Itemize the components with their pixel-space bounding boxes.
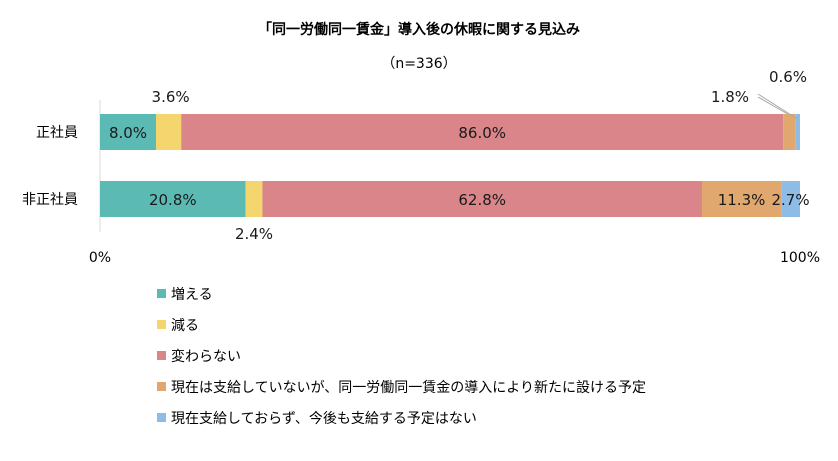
bar-segment [783, 114, 796, 150]
legend-swatch [157, 289, 166, 298]
data-label: 3.6% [152, 88, 190, 106]
bar-segment [181, 114, 784, 150]
bar-segment [702, 181, 782, 217]
legend: 増える減る変わらない現在は支給していないが、同一労働同一賃金の導入により新たに設… [157, 287, 646, 427]
x-tick-label: 0% [89, 250, 111, 266]
x-tick-label: 100% [780, 250, 820, 266]
chart-title: 「同一労働同一賃金」導入後の休暇に関する見込み [258, 21, 580, 38]
legend-swatch [157, 413, 166, 422]
data-label: 2.7% [771, 191, 809, 209]
plot-area: 0% 100% 正社員 8.0% 3.6% 86.0% 1.8% 0.6% 非正社員 20.8% 2… [22, 68, 820, 266]
legend-swatch [157, 382, 166, 391]
data-label: 11.3% [718, 191, 766, 209]
legend-label: 変わらない [171, 348, 241, 365]
category-label: 非正社員 [22, 192, 78, 208]
data-label: 1.8% [711, 88, 749, 106]
data-label: 20.8% [149, 191, 197, 209]
bar-segment [245, 181, 263, 217]
legend-label: 増える [171, 287, 213, 303]
data-label: 2.4% [235, 225, 273, 243]
leader-line [757, 93, 798, 119]
data-label: 0.6% [769, 68, 807, 86]
data-label: 8.0% [109, 124, 147, 142]
bar-segment [100, 181, 246, 217]
chart-subtitle: （n=336） [381, 56, 456, 72]
bar-segment [156, 114, 182, 150]
legend-swatch [157, 351, 166, 360]
legend-label: 現在支給しておらず、今後も支給する予定はない [171, 411, 477, 427]
bar-segment [100, 114, 156, 150]
category-label: 正社員 [36, 125, 78, 141]
bar-segment [262, 181, 702, 217]
bar-segment [795, 114, 800, 150]
legend-label: 現在は支給していないが、同一労働同一賃金の導入により新たに設ける予定 [171, 380, 646, 396]
legend-label: 減る [171, 317, 199, 334]
bar-segment [781, 181, 800, 217]
leader-line [757, 96, 788, 115]
data-label: 62.8% [458, 191, 506, 209]
legend-swatch [157, 320, 166, 329]
data-label: 86.0% [458, 124, 506, 142]
